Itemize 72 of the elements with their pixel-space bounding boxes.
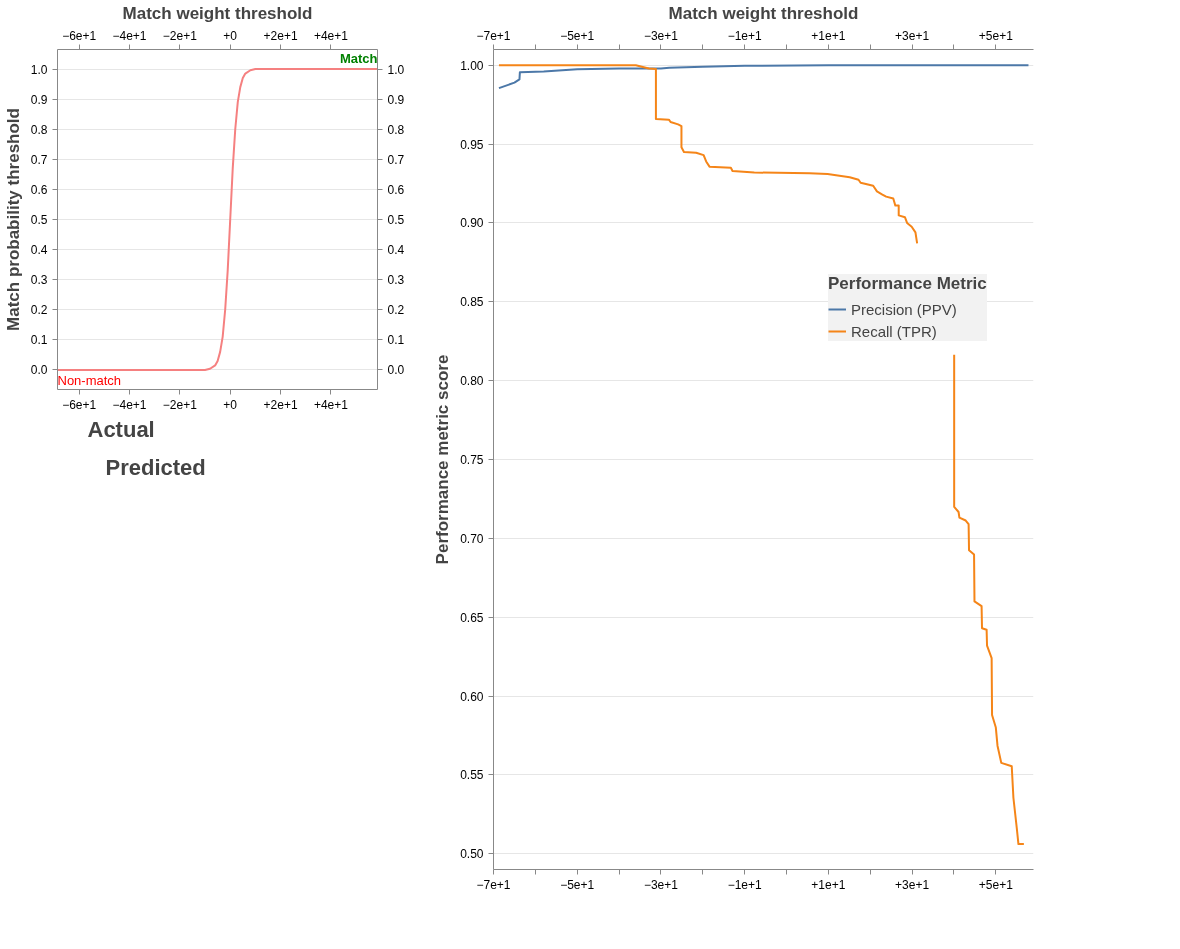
y2-tick-label: 0.4 (387, 243, 405, 258)
y-tick-label: 0.8 (30, 122, 48, 137)
text: Actual (87, 416, 155, 442)
x-tick-label: +2e+1 (263, 28, 298, 43)
x2-tick-label: −1e+1 (727, 877, 763, 892)
x-tick-label: +5e+1 (978, 28, 1014, 43)
y-tick-label: 1.0 (30, 62, 48, 77)
y-tick-label: 0.6 (30, 182, 48, 197)
x2-tick-label: +1e+1 (811, 877, 846, 892)
x2-tick-label: +0 (223, 397, 238, 412)
x2-tick-label: +2e+1 (263, 397, 298, 412)
y2-tick-label: 0.3 (387, 273, 405, 288)
legend-label: Recall (TPR) (851, 322, 937, 340)
y-tick-label: 0.70 (460, 531, 484, 546)
x-tick-label: −7e+1 (476, 28, 511, 43)
y-axis-title: Performance metric score (433, 354, 453, 565)
y2-tick-label: 0.6 (387, 182, 405, 197)
y-tick-label: 0.9 (30, 92, 48, 107)
line-series (57, 68, 378, 371)
annotation: Match (339, 51, 378, 67)
y2-tick-label: 0.8 (387, 122, 405, 137)
y2-tick-label: 0.5 (387, 213, 405, 227)
y-tick-label: 0.90 (460, 216, 484, 231)
y-tick-label: 0.55 (460, 768, 484, 783)
legend-title: Performance Metric (828, 274, 987, 294)
y-tick-label: 1.00 (460, 58, 484, 73)
y2-tick-label: 0.9 (387, 92, 405, 107)
y2-tick-label: 0.1 (387, 333, 405, 348)
x-tick-label: −1e+1 (727, 28, 763, 43)
y-tick-label: 0.1 (30, 333, 48, 348)
legend-label: Precision (PPV) (851, 300, 957, 318)
x2-tick-label: +4e+1 (313, 397, 349, 412)
y-tick-label: 0.4 (30, 243, 48, 258)
x-tick-label: −2e+1 (162, 28, 198, 43)
y-tick-label: 0.95 (460, 137, 484, 152)
x2-tick-label: −6e+1 (62, 397, 97, 412)
x-tick-label: +3e+1 (895, 28, 930, 43)
y-tick-label: 0.60 (460, 689, 484, 704)
y-tick-label: 0.85 (460, 295, 484, 310)
x-tick-label: −5e+1 (560, 28, 595, 43)
x2-tick-label: −3e+1 (643, 877, 679, 892)
x-tick-label: +0 (223, 28, 238, 43)
x-tick-label: +4e+1 (313, 28, 349, 43)
x2-tick-label: −7e+1 (476, 877, 511, 892)
y-tick-label: 0.50 (460, 847, 484, 862)
x-tick-label: +1e+1 (811, 28, 846, 43)
y2-tick-label: 0.7 (387, 152, 405, 167)
y2-tick-label: 1.0 (387, 62, 405, 77)
line-series (497, 64, 1030, 90)
y-tick-label: 0.7 (30, 152, 48, 167)
x2-tick-label: −4e+1 (112, 397, 147, 412)
y-tick-label: 0.65 (460, 610, 484, 625)
x-tick-label: −4e+1 (112, 28, 147, 43)
x2-tick-label: −2e+1 (162, 397, 198, 412)
y-tick-label: 0.80 (460, 374, 484, 389)
y-tick-label: 0.3 (30, 273, 48, 288)
y-tick-label: 0.0 (30, 363, 48, 378)
annotation: Non-match (57, 372, 122, 388)
x2-tick-label: −5e+1 (560, 877, 595, 892)
y2-tick-label: 0.0 (387, 363, 405, 378)
x2-axis-title: Match weight threshold (668, 3, 859, 23)
y-tick-label: 0.75 (460, 453, 484, 467)
text: Predicted (105, 454, 206, 480)
x2-tick-label: +5e+1 (978, 877, 1014, 892)
y2-tick-label: 0.2 (387, 303, 405, 318)
y-tick-label: 0.2 (30, 303, 48, 318)
x2-axis-title: Match weight threshold (122, 3, 313, 23)
y-tick-label: 0.5 (30, 213, 48, 227)
x-tick-label: −3e+1 (643, 28, 679, 43)
x-tick-label: −6e+1 (62, 28, 97, 43)
x2-tick-label: +3e+1 (895, 877, 930, 892)
y-axis-title: Match probability threshold (3, 108, 23, 331)
